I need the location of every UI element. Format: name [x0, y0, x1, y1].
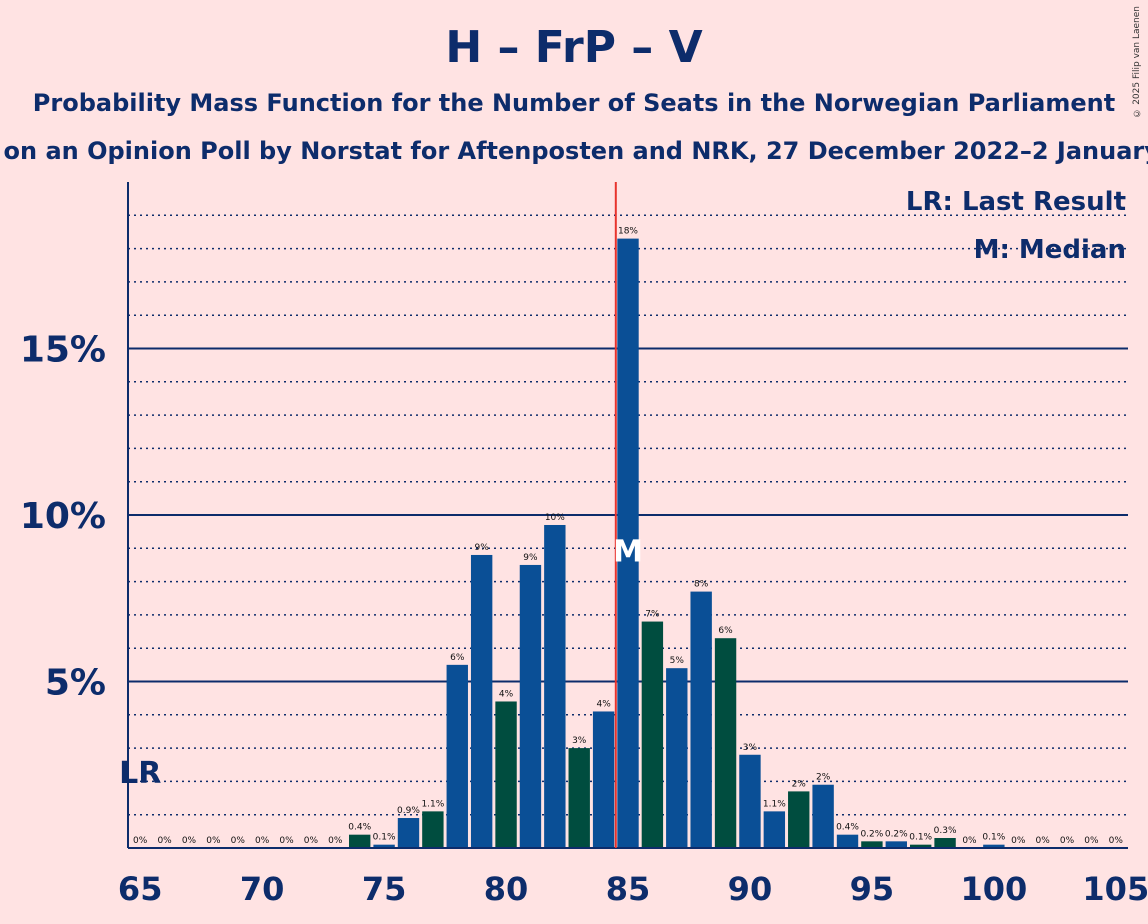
data-label-seat-97: 0.1%: [909, 833, 932, 843]
data-label-seat-103: 0%: [1060, 836, 1075, 846]
data-label-seat-95: 0.2%: [860, 829, 883, 839]
bar-seat-79: [470, 554, 493, 848]
bar-seat-76: [397, 818, 420, 848]
data-label-seat-77: 1.1%: [421, 799, 444, 809]
data-label-seat-93: 2%: [816, 773, 831, 783]
data-label-seat-89: 6%: [718, 626, 733, 636]
chart-title: H – FrP – V: [445, 22, 703, 73]
bar-seat-86: [641, 621, 664, 848]
data-label-seat-69: 0%: [231, 836, 246, 846]
data-label-seat-72: 0%: [304, 836, 319, 846]
data-label-seat-88: 8%: [694, 580, 709, 590]
bar-seat-89: [714, 638, 737, 848]
data-label-seat-98: 0.3%: [934, 826, 957, 836]
bar-seat-95: [861, 841, 883, 848]
data-label-seat-105: 0%: [1109, 836, 1124, 846]
bar-seat-94: [836, 834, 859, 848]
y-tick-label: 5%: [45, 663, 106, 704]
data-label-seat-86: 7%: [645, 610, 660, 620]
bar-seat-97: [909, 844, 932, 848]
bar-seat-100: [983, 844, 1005, 848]
data-label-seat-83: 3%: [572, 736, 587, 746]
bar-seat-98: [934, 838, 956, 848]
data-label-seat-90: 3%: [743, 743, 758, 753]
data-label-seat-81: 9%: [523, 553, 538, 563]
bar-seat-75: [373, 844, 395, 848]
bar-seat-78: [446, 664, 468, 848]
y-tick-label: 15%: [20, 330, 106, 371]
bar-seat-96: [885, 841, 907, 848]
last-result-marker: LR: [119, 756, 161, 791]
data-label-seat-79: 9%: [475, 543, 490, 553]
bar-seat-87: [666, 668, 688, 848]
bar-seat-80: [495, 701, 517, 848]
data-label-seat-66: 0%: [157, 836, 172, 846]
legend-median: M: Median: [974, 235, 1126, 265]
data-label-seat-94: 0.4%: [836, 823, 859, 833]
data-label-seat-87: 5%: [670, 656, 685, 666]
data-label-seat-99: 0%: [962, 836, 977, 846]
bar-seat-82: [544, 524, 566, 848]
data-label-seat-78: 6%: [450, 653, 465, 663]
data-label-seat-92: 2%: [792, 779, 807, 789]
data-label-seat-96: 0.2%: [885, 829, 908, 839]
data-label-seat-84: 4%: [596, 699, 611, 709]
bar-seat-83: [568, 748, 590, 848]
chart-source-line: Based on an Opinion Poll by Norstat for …: [0, 137, 1148, 165]
bar-seat-81: [519, 564, 542, 848]
median-marker: M: [613, 535, 643, 570]
data-label-seat-76: 0.9%: [397, 806, 420, 816]
x-tick-label: 70: [240, 870, 285, 908]
bar-seat-84: [592, 711, 615, 848]
data-label-seat-104: 0%: [1084, 836, 1099, 846]
bar-seat-74: [349, 834, 371, 848]
data-label-seat-68: 0%: [206, 836, 221, 846]
y-tick-label: 10%: [20, 496, 106, 537]
data-label-seat-91: 1.1%: [763, 799, 786, 809]
data-label-seat-70: 0%: [255, 836, 270, 846]
data-label-seat-101: 0%: [1011, 836, 1026, 846]
data-label-seat-73: 0%: [328, 836, 343, 846]
data-label-seat-75: 0.1%: [373, 833, 396, 843]
x-tick-label: 65: [118, 870, 163, 908]
bar-seat-77: [422, 811, 444, 848]
data-label-seat-102: 0%: [1035, 836, 1050, 846]
data-label-seat-67: 0%: [182, 836, 197, 846]
data-label-seat-74: 0.4%: [348, 823, 371, 833]
data-label-seat-80: 4%: [499, 689, 514, 699]
data-label-seat-65: 0%: [133, 836, 148, 846]
x-tick-label: 105: [1082, 870, 1148, 908]
x-tick-label: 75: [362, 870, 407, 908]
x-tick-label: 90: [728, 870, 773, 908]
data-label-seat-82: 10%: [545, 513, 565, 523]
x-tick-label: 80: [484, 870, 529, 908]
x-tick-label: 95: [850, 870, 895, 908]
bar-seat-93: [812, 784, 834, 848]
bar-seat-85: [617, 238, 639, 849]
x-tick-label: 85: [606, 870, 651, 908]
x-tick-label: 100: [960, 870, 1027, 908]
legend-last-result: LR: Last Result: [906, 187, 1126, 217]
bar-seat-91: [763, 811, 786, 848]
bar-seat-88: [690, 591, 712, 848]
bar-seat-90: [739, 754, 761, 848]
chart-subtitle: Probability Mass Function for the Number…: [32, 89, 1116, 117]
data-label-seat-100: 0.1%: [982, 833, 1005, 843]
data-label-seat-71: 0%: [279, 836, 294, 846]
data-label-seat-85: 18%: [618, 227, 638, 237]
bar-seat-92: [788, 791, 810, 848]
